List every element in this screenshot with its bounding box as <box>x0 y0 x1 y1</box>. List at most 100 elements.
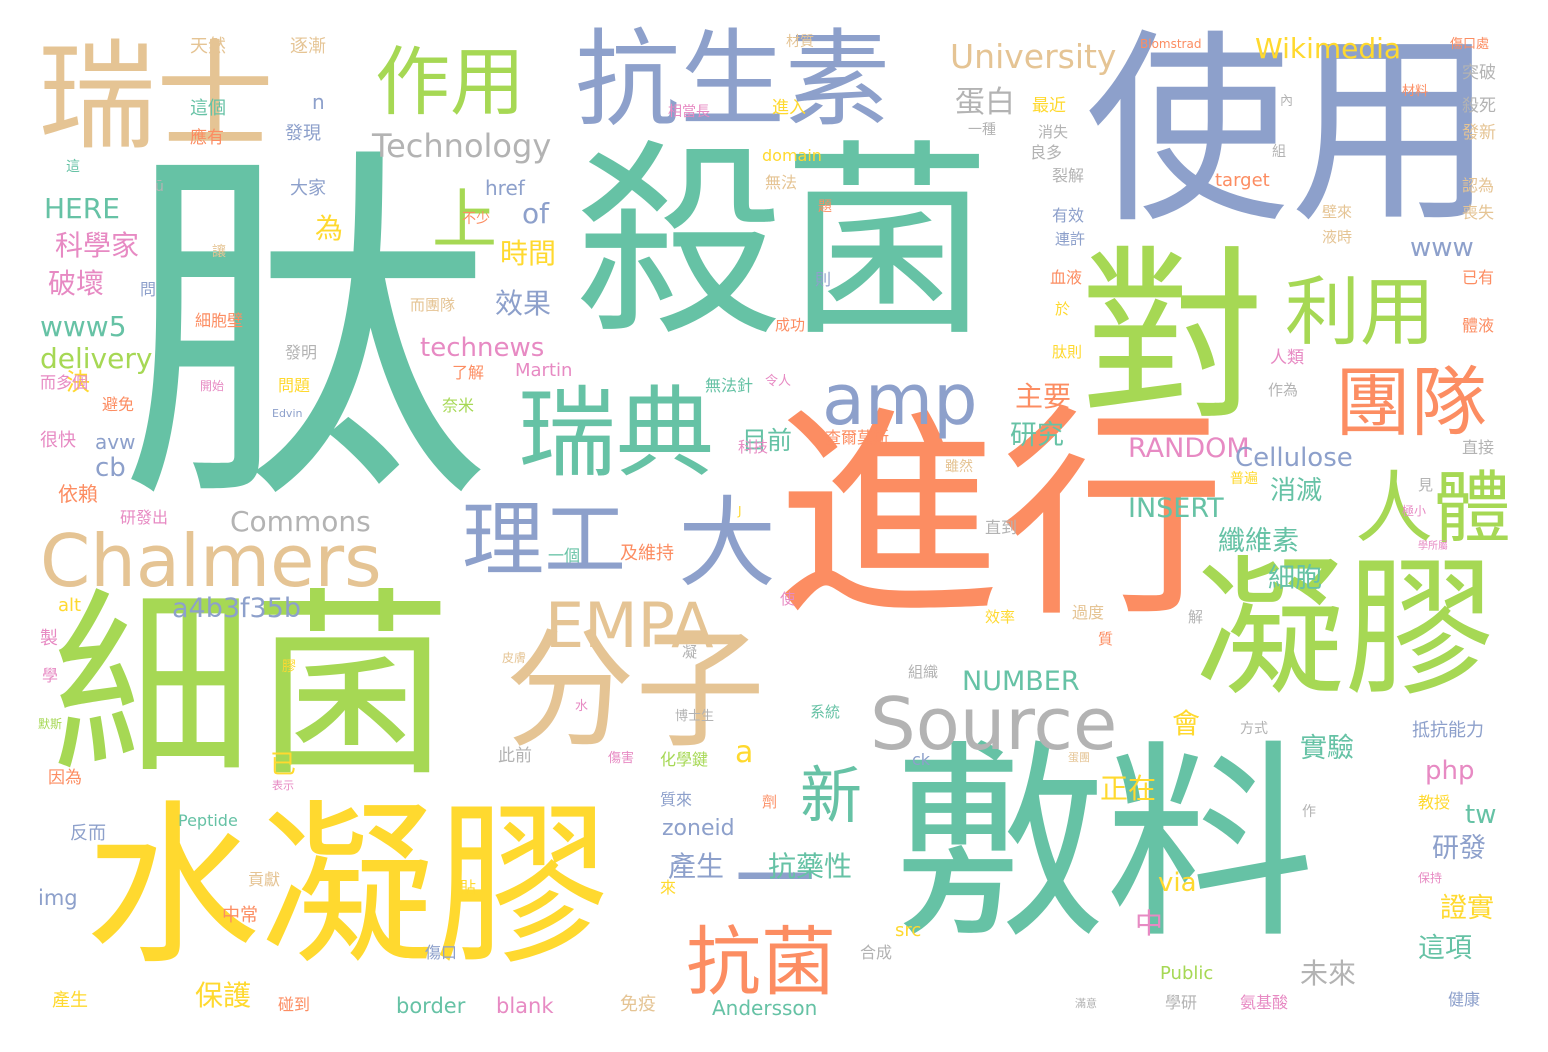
word: 碰到 <box>278 995 311 1014</box>
word: Andersson <box>712 996 818 1020</box>
word: 傷口處 <box>1450 37 1490 52</box>
word: INSERT <box>1128 493 1224 524</box>
word: 敷料 <box>895 722 1316 967</box>
word: 開始 <box>200 379 225 393</box>
word: 令人 <box>765 374 792 389</box>
word: 逐漸 <box>290 36 326 57</box>
word: 認為 <box>1462 176 1495 195</box>
word: 殺菌 <box>575 123 991 365</box>
word: 肽 <box>120 120 490 550</box>
word: 材質 <box>786 34 814 50</box>
word: 利用 <box>1285 268 1436 356</box>
word: 已有 <box>1462 268 1495 287</box>
word: 了解 <box>452 363 485 382</box>
word: cb <box>95 453 126 483</box>
word: 理工 <box>462 493 627 588</box>
word: 正在 <box>1100 772 1157 805</box>
word: delivery <box>40 342 153 375</box>
word: a4b3f35b <box>172 593 302 624</box>
word: 化學鍵 <box>660 750 709 769</box>
word: border <box>396 994 466 1018</box>
word: amp <box>822 359 978 441</box>
word: 發新 <box>1462 123 1496 143</box>
word: 應有 <box>190 128 224 148</box>
word: 問題 <box>278 376 311 395</box>
word: 一種 <box>968 122 996 138</box>
word: 反而 <box>70 823 106 844</box>
word: Public <box>1160 963 1214 984</box>
word: zoneid <box>662 816 735 841</box>
word: 貢獻 <box>248 870 281 889</box>
word: 一 <box>735 833 815 926</box>
word: 連許 <box>1055 230 1086 248</box>
word: Cellulose <box>1235 443 1353 473</box>
word: 使 <box>780 590 796 608</box>
word: 決 <box>66 368 90 396</box>
word: 依賴 <box>58 482 98 506</box>
word: Peptide <box>178 811 238 830</box>
word: 凝膠 <box>1195 543 1496 717</box>
word: 細菌 <box>52 571 453 804</box>
word: Commons <box>230 505 371 538</box>
word: J <box>738 504 742 518</box>
word: 體液 <box>1462 316 1495 335</box>
word: blank <box>496 994 554 1018</box>
word: 因為 <box>48 768 82 788</box>
word: 裂解 <box>1052 166 1085 185</box>
word: 研發出 <box>120 508 169 527</box>
word: 突破 <box>1462 63 1496 83</box>
word: 為 <box>315 212 344 245</box>
word: 直接 <box>1462 438 1495 457</box>
word: 實驗 <box>1300 733 1354 764</box>
word: 解 <box>1188 608 1204 626</box>
word: 保持 <box>1418 871 1443 885</box>
word: 而多個 <box>40 373 89 392</box>
word: 皮膚 <box>502 651 527 665</box>
word: 對 <box>1080 229 1265 445</box>
word: Martin <box>515 360 573 381</box>
word: img <box>38 886 78 910</box>
word: 奈米 <box>442 396 475 415</box>
word: 上 <box>432 183 498 258</box>
word: 科學家 <box>55 229 140 262</box>
word: www5 <box>40 310 127 343</box>
word: n <box>312 90 325 114</box>
word: src <box>895 920 922 941</box>
word: Edvin <box>272 407 303 420</box>
word: 使用 <box>1085 13 1495 251</box>
word: Source <box>870 682 1118 766</box>
word: via <box>1158 868 1197 898</box>
word: 氨基酸 <box>1240 993 1289 1012</box>
word: php <box>1425 756 1475 786</box>
word: Blomstrad <box>1140 37 1202 51</box>
word: 質來 <box>660 790 693 809</box>
word: 人體 <box>1355 464 1512 554</box>
word: 雖然 <box>945 459 973 475</box>
word: 產生 <box>52 990 88 1011</box>
word: 喪失 <box>1462 203 1495 222</box>
word: 人類 <box>1270 348 1304 368</box>
word: Wikimedia <box>1255 32 1402 65</box>
word: 及維持 <box>620 543 674 564</box>
word: 見 <box>1418 476 1434 494</box>
word: 科技 <box>738 438 769 456</box>
word: 很快 <box>40 430 76 451</box>
word: 題 <box>818 199 832 215</box>
word: 默斯 <box>38 717 63 731</box>
word: HERE <box>44 192 120 225</box>
word: 製 <box>40 628 58 649</box>
word: 讓 <box>212 244 226 260</box>
word: target <box>1215 170 1270 191</box>
word: 研究 <box>1010 420 1064 451</box>
word: domain <box>762 146 822 165</box>
word: 最近 <box>1032 96 1066 116</box>
word: 這 <box>66 159 80 175</box>
word: 已 <box>270 750 297 780</box>
word: Chalmers <box>40 519 382 603</box>
word: 分子 <box>505 614 766 766</box>
word: 良多 <box>1030 143 1063 162</box>
word: 凝 <box>682 643 698 661</box>
word: 這項 <box>1418 933 1472 964</box>
word: ck <box>912 750 931 769</box>
